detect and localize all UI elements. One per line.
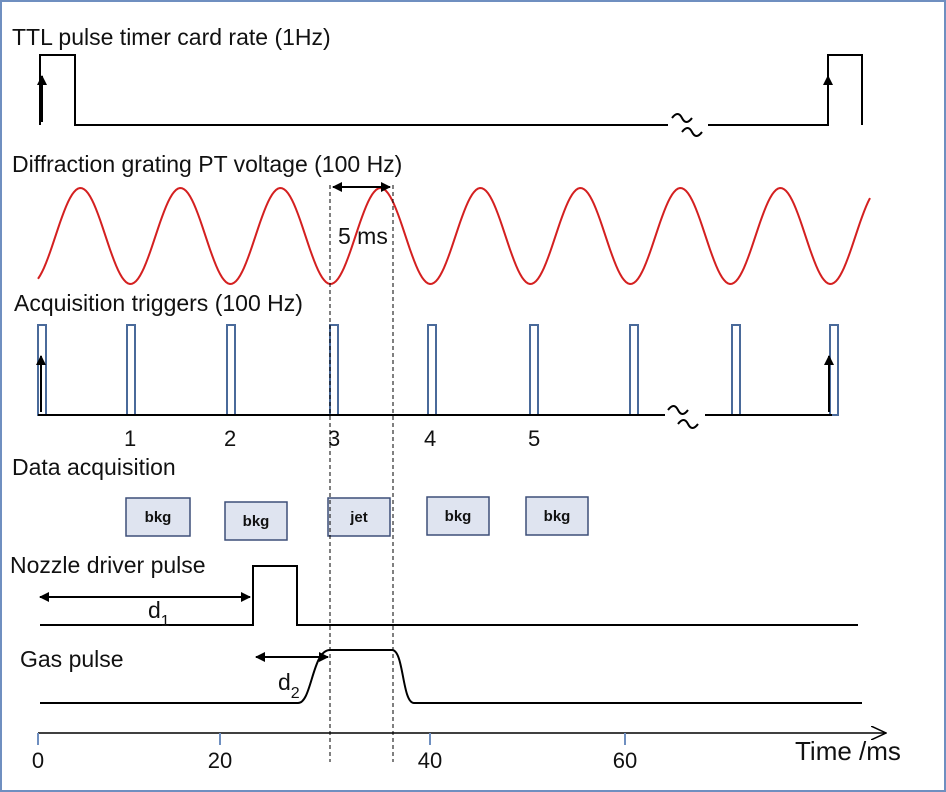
axis-tick-label: 0 [32,748,44,773]
delay-symbol: d [148,597,161,623]
box-label: bkg [445,508,472,525]
break-mark [667,405,699,429]
acq-box [426,496,490,536]
pt-voltage-wave [37,186,871,286]
box-label: bkg [243,513,270,530]
delay-subscript: 2 [291,685,300,702]
box-label: bkg [544,508,571,525]
axis-tick-label: 20 [208,748,232,773]
delay-label: d2 [278,669,300,702]
nozzle-signal [40,565,858,626]
box-label: jet [349,509,368,526]
break-mark [671,113,703,137]
axis-tick-label: 60 [613,748,637,773]
trigger-label: 5 [528,426,540,451]
row-title: Diffraction grating PT voltage (100 Hz) [12,151,402,177]
period-label: 5 ms [338,223,388,249]
delay-label: d1 [148,597,170,630]
row-title: TTL pulse timer card rate (1Hz) [12,24,331,50]
row-title: Acquisition triggers (100 Hz) [14,290,303,316]
axis-label: Time /ms [795,736,901,766]
acq-box [525,496,589,536]
row-title: Nozzle driver pulse [10,552,206,578]
row-title: Data acquisition [12,454,176,480]
acq-box [327,497,391,537]
trigger-label: 3 [328,426,340,451]
trigger-label: 2 [224,426,236,451]
trigger-label: 4 [424,426,436,451]
delay-subscript: 1 [161,613,170,630]
box-label: bkg [145,509,172,526]
row-title: Gas pulse [20,646,124,672]
axis-tick-label: 40 [418,748,442,773]
delay-symbol: d [278,669,291,695]
acq-box [125,497,191,537]
acq-box [224,501,288,541]
trigger-label: 1 [124,426,136,451]
